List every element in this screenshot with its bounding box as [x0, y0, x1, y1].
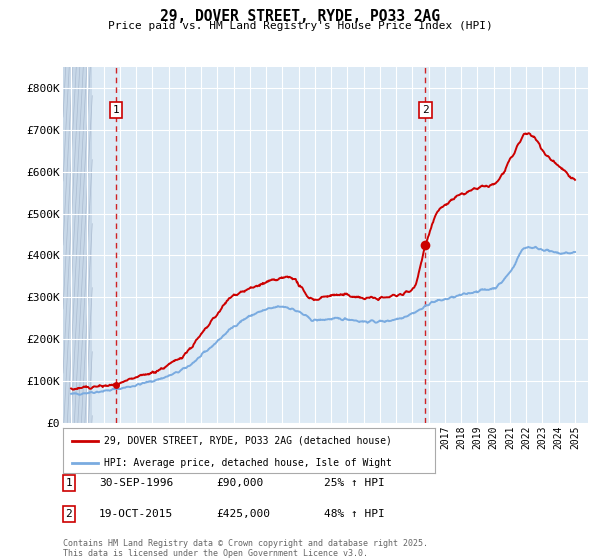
- Text: 25% ↑ HPI: 25% ↑ HPI: [324, 478, 385, 488]
- Text: 1: 1: [65, 478, 73, 488]
- Text: 2: 2: [65, 509, 73, 519]
- Text: 19-OCT-2015: 19-OCT-2015: [99, 509, 173, 519]
- Text: Price paid vs. HM Land Registry's House Price Index (HPI): Price paid vs. HM Land Registry's House …: [107, 21, 493, 31]
- Text: 29, DOVER STREET, RYDE, PO33 2AG: 29, DOVER STREET, RYDE, PO33 2AG: [160, 9, 440, 24]
- Text: 2: 2: [422, 105, 429, 115]
- Text: HPI: Average price, detached house, Isle of Wight: HPI: Average price, detached house, Isle…: [104, 458, 392, 468]
- Text: £90,000: £90,000: [216, 478, 263, 488]
- Text: 48% ↑ HPI: 48% ↑ HPI: [324, 509, 385, 519]
- Text: 1: 1: [112, 105, 119, 115]
- Text: 29, DOVER STREET, RYDE, PO33 2AG (detached house): 29, DOVER STREET, RYDE, PO33 2AG (detach…: [104, 436, 392, 446]
- Text: 30-SEP-1996: 30-SEP-1996: [99, 478, 173, 488]
- Text: £425,000: £425,000: [216, 509, 270, 519]
- Text: Contains HM Land Registry data © Crown copyright and database right 2025.
This d: Contains HM Land Registry data © Crown c…: [63, 539, 428, 558]
